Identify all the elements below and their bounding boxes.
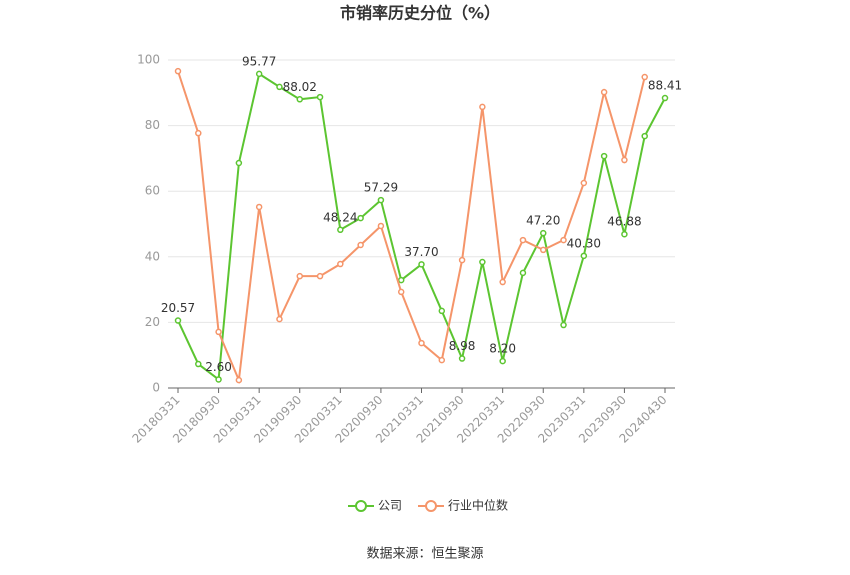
legend-marker [355, 500, 367, 512]
y-tick-label: 0 [152, 381, 160, 395]
series-line [177, 72, 666, 382]
data-label: 57.29 [364, 181, 398, 195]
point [540, 246, 547, 254]
point [580, 252, 588, 260]
data-label: 8.20 [489, 342, 516, 356]
point [519, 236, 527, 244]
data-label: 88.02 [283, 80, 317, 94]
y-tick-label: 20 [145, 315, 160, 329]
point [661, 94, 669, 102]
point [540, 229, 547, 237]
point [174, 317, 182, 324]
point [438, 356, 446, 364]
point [235, 159, 243, 167]
point [438, 307, 446, 315]
point [458, 256, 466, 264]
point [276, 83, 283, 91]
data-label: 95.77 [242, 54, 276, 68]
point [641, 132, 648, 140]
point [600, 88, 608, 96]
point [215, 328, 222, 336]
source: 数据来源：恒生聚源 [366, 547, 483, 562]
point [600, 152, 608, 160]
point [479, 258, 486, 266]
point [316, 272, 324, 280]
point [580, 179, 588, 187]
series-line [177, 70, 646, 385]
point [397, 288, 405, 296]
y-tick-label: 80 [145, 118, 160, 132]
legend-marker [425, 500, 437, 512]
y-tick-label: 60 [145, 184, 160, 198]
point [195, 360, 202, 368]
point [316, 93, 324, 101]
point [458, 355, 466, 362]
data-label: 37.70 [404, 245, 438, 259]
data-label: 46.88 [607, 215, 641, 229]
chart-title: 市销率历史分位（%） [340, 4, 500, 23]
point [418, 339, 425, 347]
point [641, 73, 648, 81]
data-label: 8.98 [449, 339, 476, 353]
point [337, 260, 344, 268]
point [397, 276, 405, 284]
data-label: 20.57 [161, 301, 195, 315]
point [621, 230, 628, 238]
point [621, 156, 628, 164]
point [418, 261, 425, 268]
y-tick-label: 100 [137, 53, 160, 67]
point [215, 376, 222, 383]
point [499, 357, 506, 365]
point [519, 269, 527, 277]
point [276, 315, 283, 323]
data-label: 40.30 [567, 236, 601, 250]
point [174, 67, 182, 75]
point [560, 321, 567, 329]
data-label: 88.41 [648, 79, 682, 93]
data-label: 47.20 [526, 214, 560, 228]
point [357, 241, 364, 249]
point [195, 129, 202, 137]
point [377, 196, 385, 204]
point [560, 236, 567, 244]
legend-label: 行业中位数 [448, 498, 508, 513]
point [377, 222, 385, 230]
point [357, 214, 364, 222]
point [296, 272, 303, 280]
point [499, 278, 506, 286]
point [479, 103, 486, 111]
y-tick-label: 40 [145, 249, 160, 263]
point [337, 226, 344, 234]
point [235, 376, 243, 384]
point [255, 70, 263, 78]
data-label: 48.24 [323, 210, 357, 224]
point [255, 203, 263, 211]
data-label: 2.60 [205, 360, 232, 374]
legend-label: 公司 [378, 499, 402, 513]
point [296, 96, 303, 103]
